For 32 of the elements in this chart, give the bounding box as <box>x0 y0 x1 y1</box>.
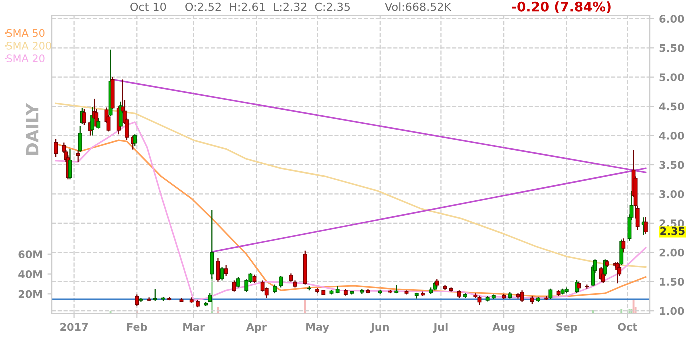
y-tick-label: 2.00 <box>660 248 684 257</box>
text: O:2.52 H:2.61 L:2.32 C:2.35 <box>186 2 350 12</box>
legend-label: SMA 50 <box>6 29 45 38</box>
x-tick-label: Aug <box>492 323 515 334</box>
y-tick-label: 3.00 <box>660 190 684 198</box>
legend-label: SMA 200 <box>6 42 52 50</box>
y2-tick-label: 40M <box>18 270 42 278</box>
text: Vol:668.52K <box>385 2 452 12</box>
x-tick-label: 2017 <box>60 323 88 332</box>
y-tick-label: 1.00 <box>660 307 684 316</box>
text: DAILY <box>26 103 39 155</box>
x-tick-label: Mar <box>184 323 206 332</box>
y-tick-label: 5.50 <box>660 44 684 52</box>
x-tick-label: May <box>306 323 330 334</box>
y-tick-label: 1.50 <box>660 278 684 286</box>
x-tick-label: Apr <box>246 323 268 334</box>
text: Oct 10 <box>130 2 166 12</box>
y-tick-label: 5.00 <box>660 74 684 82</box>
x-tick-label: Jun <box>370 323 389 334</box>
x-tick-label: Oct <box>618 323 638 332</box>
x-tick-label: Sep <box>556 323 578 334</box>
y-tick-label: 4.00 <box>659 132 684 140</box>
y-tick-label: 6.00 <box>660 15 684 24</box>
y2-tick-label: 60M <box>18 250 42 259</box>
y2-tick-label: 20M <box>18 290 42 298</box>
legend-label: SMA 20 <box>6 54 45 63</box>
x-tick-label: Jul <box>433 323 448 334</box>
annotation: 2.35 <box>660 227 685 236</box>
y-tick-label: 3.50 <box>660 161 684 170</box>
x-tick-label: Feb <box>127 323 148 332</box>
text: -0.20 (7.84%) <box>512 2 611 14</box>
y-tick-label: 4.50 <box>659 102 684 111</box>
